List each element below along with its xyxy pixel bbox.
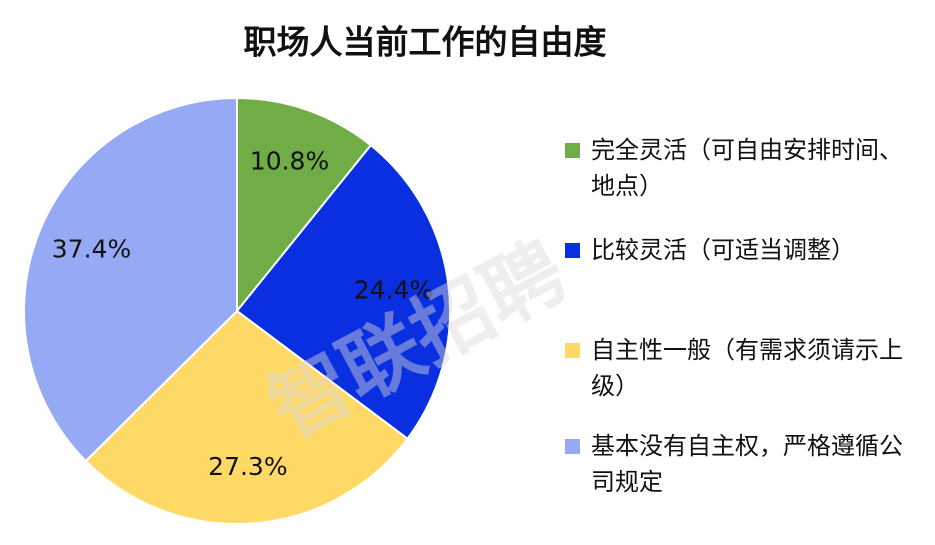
data-label: 27.3% bbox=[208, 452, 287, 481]
legend-swatch bbox=[565, 143, 580, 158]
chart-title: 职场人当前工作的自由度 bbox=[244, 23, 607, 62]
pie-slice bbox=[236, 96, 373, 314]
data-label: 10.8% bbox=[250, 146, 329, 175]
legend-swatch bbox=[565, 243, 580, 258]
legend-label: 完全灵活（可自由安排时间、地点） bbox=[591, 136, 903, 200]
legend-item: 完全灵活（可自由安排时间、地点） bbox=[565, 132, 915, 204]
legend-item: 比较灵活（可适当调整） bbox=[565, 232, 915, 268]
legend-item: 基本没有自主权，严格遵循公司规定 bbox=[565, 428, 915, 500]
data-label: 24.4% bbox=[354, 275, 433, 304]
legend-item: 自主性一般（有需求须请示上级） bbox=[565, 332, 915, 404]
legend-label: 比较灵活（可适当调整） bbox=[591, 236, 855, 264]
data-label: 37.4% bbox=[52, 234, 131, 263]
legend-swatch bbox=[565, 439, 580, 454]
legend-label: 自主性一般（有需求须请示上级） bbox=[591, 336, 903, 400]
pie-slice bbox=[23, 96, 238, 463]
legend-swatch bbox=[565, 343, 580, 358]
pie-slice bbox=[84, 309, 409, 525]
pie-slice bbox=[235, 143, 451, 441]
legend-label: 基本没有自主权，严格遵循公司规定 bbox=[591, 432, 903, 496]
